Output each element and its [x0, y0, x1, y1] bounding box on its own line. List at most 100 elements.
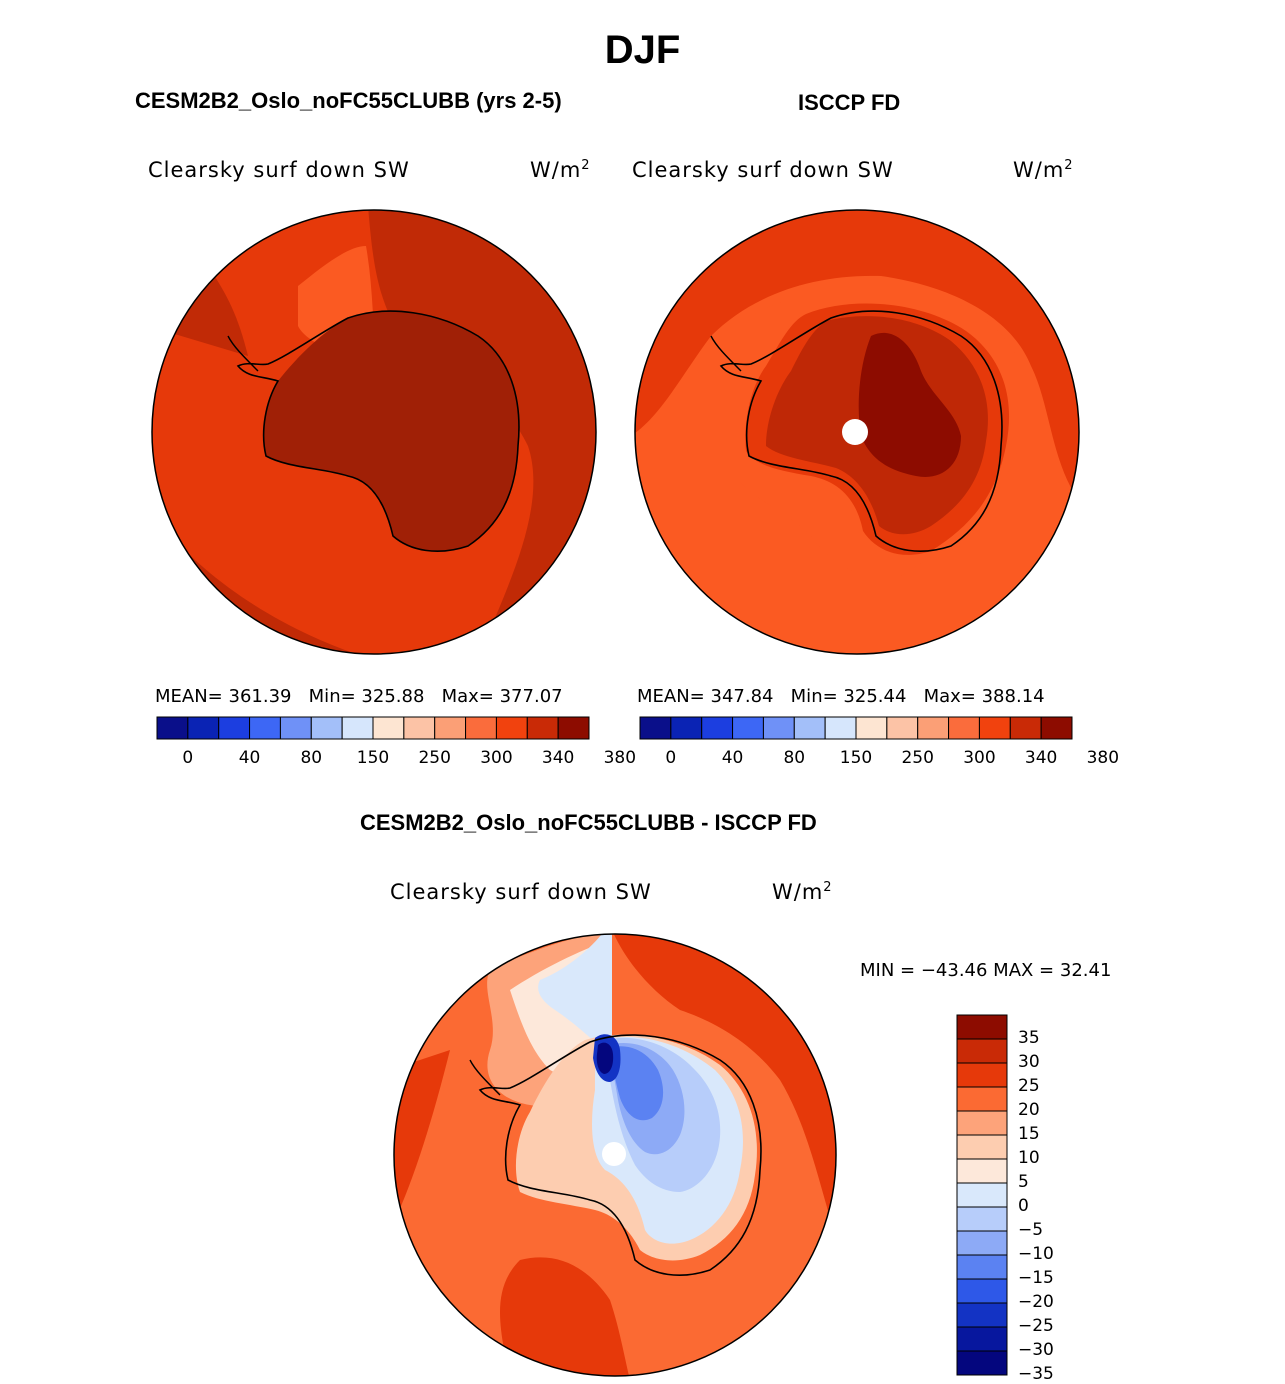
panel1-colorbar-tick-label: 340: [541, 748, 575, 768]
panel1-colorbar-tick-label: 300: [480, 748, 513, 768]
difference-colorbar-tick-label: 35: [1018, 1028, 1040, 1048]
difference-units: W/m2: [772, 880, 833, 904]
panel2-colorbar-swatch-2: [701, 716, 734, 740]
difference-colorbar-tick-label: −20: [1018, 1292, 1054, 1312]
panel1-colorbar-tick-label: 150: [356, 748, 390, 768]
difference-colorbar-tick-label: 5: [1018, 1172, 1029, 1192]
panel1-colorbar-swatch-8: [403, 716, 436, 740]
panel2-colorbar-tick-label: 0: [665, 748, 677, 768]
difference-colorbar-tick-label: −25: [1018, 1316, 1054, 1336]
panel2-colorbar-swatch-8: [886, 716, 919, 740]
panel1-colorbar-swatch-4: [279, 716, 312, 740]
difference-coastline: [478, 1034, 762, 1276]
panel2-colorbar-tick-label: 150: [839, 748, 873, 768]
panel2-colorbar-swatch-11: [978, 716, 1011, 740]
difference-colorbar-swatch-11: [956, 1278, 1008, 1304]
panel1-colorbar-swatch-13: [557, 716, 590, 740]
figure-title: DJF: [604, 28, 681, 72]
difference-minimum-core: [596, 1042, 614, 1074]
panel1-colorbar-swatch-9: [434, 716, 467, 740]
difference-colorbar-tick-label: −30: [1018, 1340, 1054, 1360]
panel1-map: [151, 209, 597, 655]
difference-colorbar-swatch-0: [956, 1014, 1008, 1040]
difference-colorbar: [956, 1014, 1008, 1376]
difference-colorbar-swatch-6: [956, 1158, 1008, 1184]
panel1-colorbar-swatch-11: [495, 716, 528, 740]
difference-colorbar-swatch-13: [956, 1326, 1008, 1352]
difference-colorbar-swatch-7: [956, 1182, 1008, 1208]
panel2-map: [634, 209, 1080, 655]
panel2-colorbar: [639, 716, 1073, 740]
panel2-colorbar-swatch-6: [824, 716, 857, 740]
panel2-colorbar-tick-label: 300: [963, 748, 996, 768]
panel2-colorbar-swatch-12: [1009, 716, 1042, 740]
difference-colorbar-tick-label: 10: [1018, 1148, 1040, 1168]
panel1-colorbar-swatch-1: [187, 716, 220, 740]
panel2-colorbar-labels: 0 40 80 150 250 300 340 380: [639, 748, 1119, 770]
difference-minmax: MIN = −43.46 MAX = 32.41: [860, 960, 1112, 981]
difference-colorbar-swatch-5: [956, 1134, 1008, 1160]
difference-colorbar-tick-label: −15: [1018, 1268, 1054, 1288]
panel2-colorbar-tick-label: 250: [901, 748, 934, 768]
panel1-colorbar-tick-label: 40: [238, 748, 261, 768]
difference-map: [393, 933, 837, 1377]
panel1-title: CESM2B2_Oslo_noFC55CLUBB (yrs 2-5): [135, 88, 562, 113]
panel1-colorbar-swatch-7: [372, 716, 405, 740]
panel2-colorbar-swatch-1: [670, 716, 703, 740]
panel2-coastline: [719, 310, 1003, 552]
panel2-stats: MEAN= 347.84 Min= 325.44 Max= 388.14: [637, 686, 1045, 707]
panel2-plateau-field: [858, 332, 961, 477]
panel2-units: W/m2: [1013, 158, 1074, 182]
panel1-colorbar-swatch-10: [465, 716, 497, 740]
panel2-colorbar-swatch-4: [762, 716, 795, 740]
panel2-colorbar-swatch-9: [917, 716, 950, 740]
panel1-variable-label: Clearsky surf down SW: [148, 158, 410, 182]
panel1-colorbar-labels: 0 40 80 150 250 300 340 380: [156, 748, 636, 770]
difference-colorbar-swatch-14: [956, 1350, 1008, 1376]
difference-colorbar-tick-label: 30: [1018, 1052, 1040, 1072]
panel2-colorbar-tick-label: 80: [783, 748, 806, 768]
panel2-rim-band: [635, 210, 1079, 506]
panel2-colorbar-tick-label: 40: [721, 748, 744, 768]
difference-colorbar-swatch-9: [956, 1230, 1008, 1256]
panel1-colorbar-swatch-2: [218, 716, 251, 740]
difference-colorbar-tick-label: 15: [1018, 1124, 1040, 1144]
difference-colorbar-tick-label: −5: [1018, 1220, 1044, 1240]
difference-colorbar-tick-label: 25: [1018, 1076, 1040, 1096]
panel2-map-border: [634, 209, 1080, 655]
difference-colorbar-tick-label: 20: [1018, 1100, 1040, 1120]
panel2-colorbar-tick-label: 340: [1024, 748, 1058, 768]
difference-colorbar-swatch-3: [956, 1086, 1008, 1112]
difference-colorbar-labels: 35 30 25 20 15 10 5 0 −5 −10 −15 −20 −25 −30 −35: [1014, 1014, 1094, 1384]
difference-colorbar-swatch-12: [956, 1302, 1008, 1328]
difference-pole-hole: [602, 1142, 626, 1166]
panel1-colorbar-tick-label: 380: [603, 748, 637, 768]
panel1-map-border: [151, 209, 597, 655]
panel1-colorbar-tick-label: 80: [300, 748, 323, 768]
panel2-colorbar-swatch-0: [639, 716, 672, 740]
panel1-colorbar-tick-label: 0: [182, 748, 194, 768]
panel2-variable-label: Clearsky surf down SW: [632, 158, 894, 182]
panel1-units: W/m2: [530, 158, 591, 182]
panel1-colorbar-swatch-6: [341, 716, 374, 740]
difference-colorbar-swatch-8: [956, 1206, 1008, 1232]
panel1-colorbar-swatch-12: [526, 716, 559, 740]
difference-title: CESM2B2_Oslo_noFC55CLUBB - ISCCP FD: [360, 810, 817, 835]
difference-colorbar-tick-label: 0: [1018, 1196, 1029, 1216]
panel2-pole-hole: [842, 419, 868, 445]
panel1-stats: MEAN= 361.39 Min= 325.88 Max= 377.07: [155, 686, 563, 707]
panel2-colorbar-tick-label: 380: [1086, 748, 1120, 768]
panel2-colorbar-swatch-7: [855, 716, 888, 740]
panel2-colorbar-swatch-5: [793, 716, 826, 740]
panel1-colorbar-swatch-3: [249, 716, 281, 740]
panel1-colorbar-tick-label: 250: [418, 748, 451, 768]
panel1-coastline: [236, 310, 520, 552]
panel1-colorbar-swatch-0: [156, 716, 189, 740]
difference-colorbar-swatch-4: [956, 1110, 1008, 1136]
difference-colorbar-swatch-10: [956, 1254, 1008, 1280]
difference-colorbar-swatch-1: [956, 1038, 1008, 1064]
panel1-colorbar: [156, 716, 590, 740]
difference-variable-label: Clearsky surf down SW: [390, 880, 652, 904]
panel1-antarctica-field: [263, 311, 519, 552]
panel2-colorbar-swatch-13: [1040, 716, 1073, 740]
